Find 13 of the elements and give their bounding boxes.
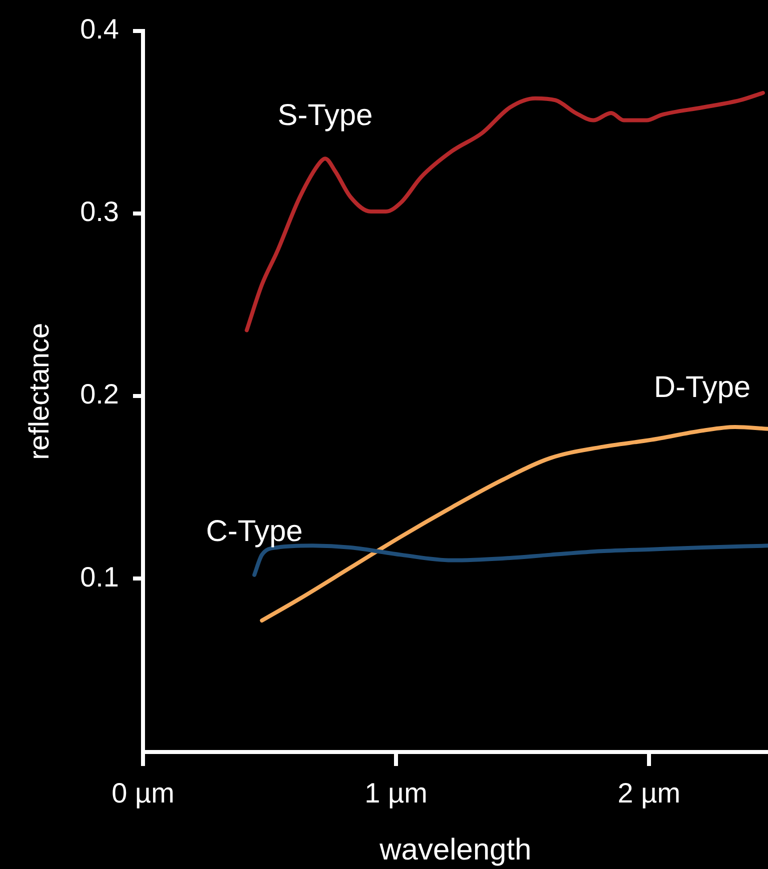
y-tick-label: 0.4 <box>80 14 119 45</box>
series-label: S-Type <box>278 98 373 132</box>
x-tick-label: 1 µm <box>364 778 428 809</box>
line-series <box>244 90 765 332</box>
series-label: C-Type <box>206 515 303 548</box>
y-tick-label: 0.2 <box>80 378 119 410</box>
y-tick-label: 0.1 <box>80 561 119 592</box>
y-axis-title: reflectance <box>24 322 55 460</box>
y-tick-label: 0.3 <box>80 196 119 228</box>
x-axis-title: wavelength <box>378 833 532 866</box>
x-tick-label: 0 µm <box>112 778 174 809</box>
x-tick-label: 2 µm <box>618 778 680 809</box>
series-label: D-Type <box>654 370 751 404</box>
